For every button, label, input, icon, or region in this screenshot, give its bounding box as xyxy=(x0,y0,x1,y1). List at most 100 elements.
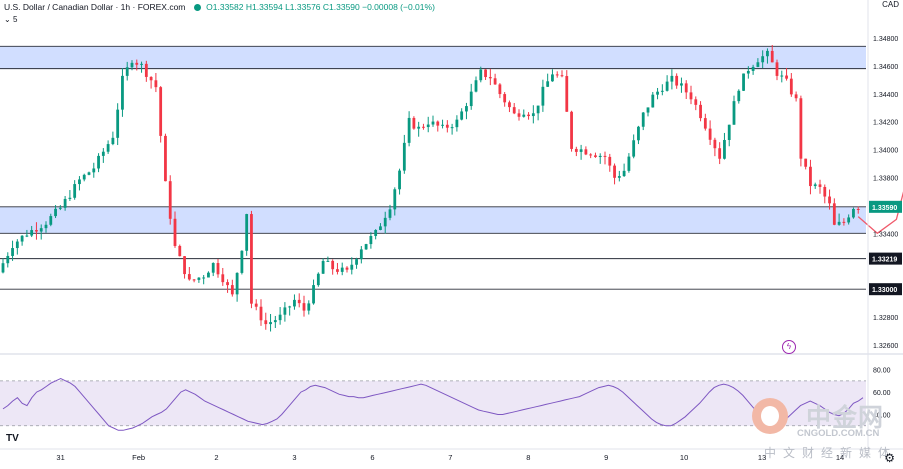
current-price-bg xyxy=(869,200,902,213)
candle-body xyxy=(852,208,855,218)
x-tick-label: 3 xyxy=(292,453,296,462)
candle-body xyxy=(216,263,220,275)
candle-body xyxy=(546,81,550,87)
symbol-title[interactable]: U.S. Dollar / Canadian Dollar · 1h · FOR… xyxy=(4,2,186,12)
candle-body xyxy=(445,124,449,128)
candle-body xyxy=(823,186,827,197)
candle-body xyxy=(264,320,268,325)
candle-body xyxy=(63,198,67,208)
candle-body xyxy=(226,282,229,286)
candle-body xyxy=(531,113,535,117)
candle-body xyxy=(87,172,91,175)
candle-body xyxy=(665,81,669,91)
candle-body xyxy=(288,306,292,308)
candle-body xyxy=(273,320,277,323)
candle-body xyxy=(436,121,440,126)
candle-body xyxy=(512,107,516,114)
level-label-bg-1 xyxy=(869,283,902,296)
candle-body xyxy=(460,111,464,120)
candle-body xyxy=(15,241,19,249)
watermark-url: CNGOLD.COM.CN xyxy=(797,428,880,439)
rsi-band xyxy=(0,380,866,426)
candle-body xyxy=(570,111,573,149)
gear-icon[interactable]: ⚙ xyxy=(884,451,895,465)
candle-body xyxy=(766,50,769,57)
candle-body xyxy=(144,63,148,77)
candle-body xyxy=(737,90,741,102)
level-label-bg-0 xyxy=(869,252,902,265)
lightning-icon[interactable]: ϟ xyxy=(782,340,796,354)
candle-body xyxy=(364,244,368,250)
candle-body xyxy=(660,90,664,92)
candle-body xyxy=(111,137,115,145)
candle-body xyxy=(269,322,272,325)
candle-body xyxy=(646,107,650,113)
candle-body xyxy=(746,70,750,74)
x-tick-label: 10 xyxy=(680,453,688,462)
candle-body xyxy=(149,76,153,81)
candle-body xyxy=(293,299,296,307)
watermark-logo-icon xyxy=(752,398,788,434)
candle-body xyxy=(656,91,659,95)
candle-body xyxy=(828,196,831,204)
rsi-tick-label: 80.00 xyxy=(873,368,891,375)
watermark-sub: 中文财经新媒体 xyxy=(764,446,898,460)
chart-header: U.S. Dollar / Canadian Dollar · 1h · FOR… xyxy=(4,2,435,12)
candle-body xyxy=(603,155,607,157)
candle-body xyxy=(398,170,401,190)
x-tick-label: 6 xyxy=(370,453,374,462)
y-tick-label: 1.34200 xyxy=(873,120,898,127)
candle-body xyxy=(164,135,167,182)
candle-body xyxy=(789,78,793,95)
x-tick-label: 13 xyxy=(758,453,766,462)
candle-body xyxy=(192,279,196,281)
candle-body xyxy=(221,274,225,283)
candle-body xyxy=(474,80,478,92)
candle-body xyxy=(622,170,626,177)
market-status-icon xyxy=(193,4,201,12)
candle-body xyxy=(541,86,545,106)
rsi-line xyxy=(2,378,864,431)
candle-body xyxy=(742,73,745,91)
candle-body xyxy=(422,126,425,128)
candle-body xyxy=(240,250,244,273)
candle-body xyxy=(168,181,172,219)
candle-body xyxy=(818,184,822,187)
candle-body xyxy=(125,67,129,76)
candle-body xyxy=(799,98,803,159)
candle-body xyxy=(498,84,502,95)
candle-body xyxy=(794,94,798,99)
rsi-tick-label: 60.00 xyxy=(873,390,891,397)
candle-body xyxy=(374,229,378,236)
candle-body xyxy=(130,62,134,68)
candle-body xyxy=(522,114,526,117)
candle-body xyxy=(11,248,14,256)
candle-body xyxy=(727,124,731,140)
candle-body xyxy=(708,128,712,140)
candle-body xyxy=(331,260,335,270)
candle-body xyxy=(589,154,593,156)
candle-body xyxy=(25,235,29,237)
candle-body xyxy=(761,56,765,63)
candle-body xyxy=(350,264,354,270)
candle-body xyxy=(856,208,860,210)
y-tick-label: 1.33800 xyxy=(873,176,898,183)
y-tick-label: 1.34000 xyxy=(873,148,898,155)
candle-body xyxy=(116,109,120,138)
candle-body xyxy=(455,119,459,128)
candle-body xyxy=(78,179,81,185)
candle-body xyxy=(493,78,497,85)
candle-body xyxy=(503,94,507,103)
candle-body xyxy=(775,62,779,76)
tradingview-logo-icon[interactable]: TV xyxy=(6,433,19,444)
indicator-count: 5 xyxy=(12,15,18,24)
candle-body xyxy=(44,224,48,229)
candle-body xyxy=(159,87,163,136)
candle-body xyxy=(703,118,707,129)
candle-body xyxy=(780,75,784,77)
candle-body xyxy=(536,105,540,114)
candle-body xyxy=(441,124,444,126)
indicators-toggle[interactable]: ⌄ 5 xyxy=(4,15,18,24)
candle-body xyxy=(627,156,631,171)
